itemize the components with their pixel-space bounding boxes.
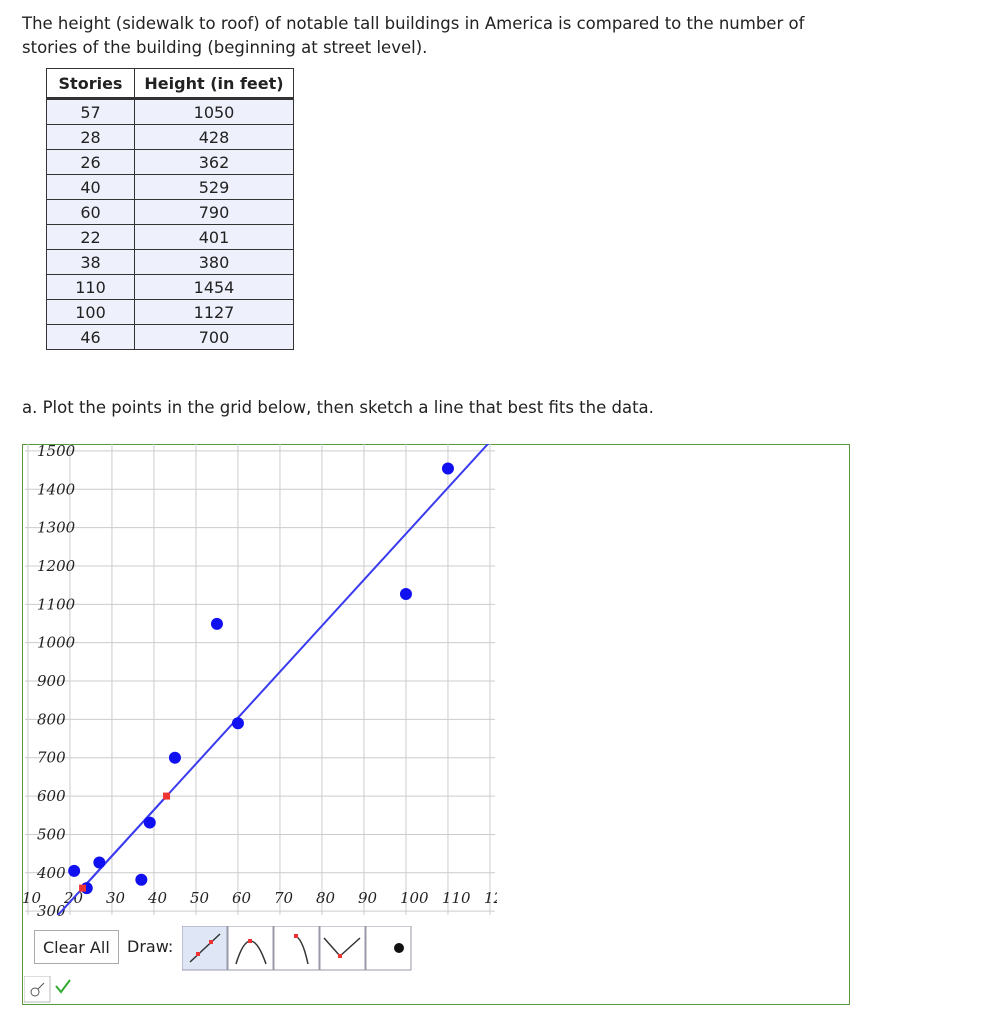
x-tick-label: 50 (190, 889, 210, 907)
fit-line (81, 795, 168, 889)
data-point (68, 864, 81, 877)
x-tick-label: 100 (400, 889, 429, 907)
x-tick-label: 10 (22, 889, 42, 907)
table-cell: 1127 (134, 299, 294, 325)
y-tick-label: 300 (37, 902, 66, 920)
tool-sqrt[interactable] (273, 926, 320, 971)
table-row: 26 362 (46, 149, 294, 175)
table-row: 40 529 (46, 174, 294, 200)
table-cell: 28 (46, 124, 135, 150)
x-tick-label: 80 (316, 889, 336, 907)
table-cell: 26 (46, 149, 135, 175)
data-point (135, 873, 148, 886)
table-cell: 38 (46, 249, 135, 275)
table-cell: 40 (46, 174, 135, 200)
y-tick-label: 1200 (37, 557, 76, 575)
line-handle (163, 792, 171, 800)
y-tick-label: 600 (37, 787, 66, 805)
table-cell: 380 (134, 249, 294, 275)
table-row: 38 380 (46, 249, 294, 275)
y-tick-label: 1500 (37, 442, 76, 460)
data-point (168, 751, 181, 764)
data-point (399, 587, 412, 600)
x-tick-label: 60 (232, 889, 252, 907)
intro-text: The height (sidewalk to roof) of notable… (22, 14, 805, 57)
y-tick-label: 400 (36, 864, 66, 882)
table-cell: 22 (46, 224, 135, 250)
table-cell: 1050 (134, 98, 294, 125)
graph-frame (22, 444, 850, 1005)
table-row: 100 1127 (46, 299, 294, 325)
table-cell: 1454 (134, 274, 294, 300)
table-cell: 110 (46, 274, 135, 300)
table-row: 60 790 (46, 199, 294, 225)
table-row: 110 1454 (46, 274, 294, 300)
table-row: 46 700 (46, 324, 294, 350)
data-point (210, 617, 223, 630)
x-tick-label: 70 (274, 889, 294, 907)
x-tick-label: 90 (358, 889, 378, 907)
table-cell: 46 (46, 324, 135, 350)
table-row: 57 1050 (46, 98, 294, 125)
data-point (143, 816, 156, 829)
table-cell: 790 (134, 199, 294, 225)
table-cell: 401 (134, 224, 294, 250)
data-point (93, 856, 106, 869)
data-table: Stories Height (in feet) 57 1050 28 428 26 362 4… (46, 68, 294, 350)
y-tick-label: 1400 (37, 480, 76, 498)
status-icons (24, 976, 71, 1003)
draw-label: Draw: (127, 937, 174, 956)
y-tick-label: 700 (37, 749, 66, 767)
x-tick-label: 30 (106, 889, 126, 907)
y-tick-label: 900 (37, 672, 66, 690)
column-header: Stories (46, 68, 135, 100)
line-handle (79, 884, 87, 892)
x-tick-label: 120 (484, 889, 513, 907)
tool-abs[interactable] (319, 926, 366, 971)
table-cell: 428 (134, 124, 294, 150)
column-header: Height (in feet) (134, 68, 294, 100)
table-row: 22 401 (46, 224, 294, 250)
table-cell: 57 (46, 98, 135, 125)
instruction: a. Plot the points in the grid below, th… (22, 398, 654, 417)
x-tick-label: 110 (442, 889, 471, 907)
y-tick-label: 500 (37, 825, 66, 843)
data-point (441, 462, 454, 475)
table-cell: 60 (46, 199, 135, 225)
y-tick-label: 1000 (37, 634, 76, 652)
data-point (231, 717, 244, 730)
draw-tools (182, 926, 412, 971)
table-cell: 700 (134, 324, 294, 350)
y-tick-label: 1100 (37, 595, 76, 613)
tool-point[interactable] (365, 926, 412, 971)
x-tick-label: 40 (147, 889, 168, 907)
y-tick-label: 1300 (37, 519, 76, 537)
y-tick-label: 800 (37, 710, 66, 728)
table-row: 28 428 (46, 124, 294, 150)
table-cell: 529 (134, 174, 294, 200)
clear-all-button[interactable]: Clear All (34, 930, 119, 964)
